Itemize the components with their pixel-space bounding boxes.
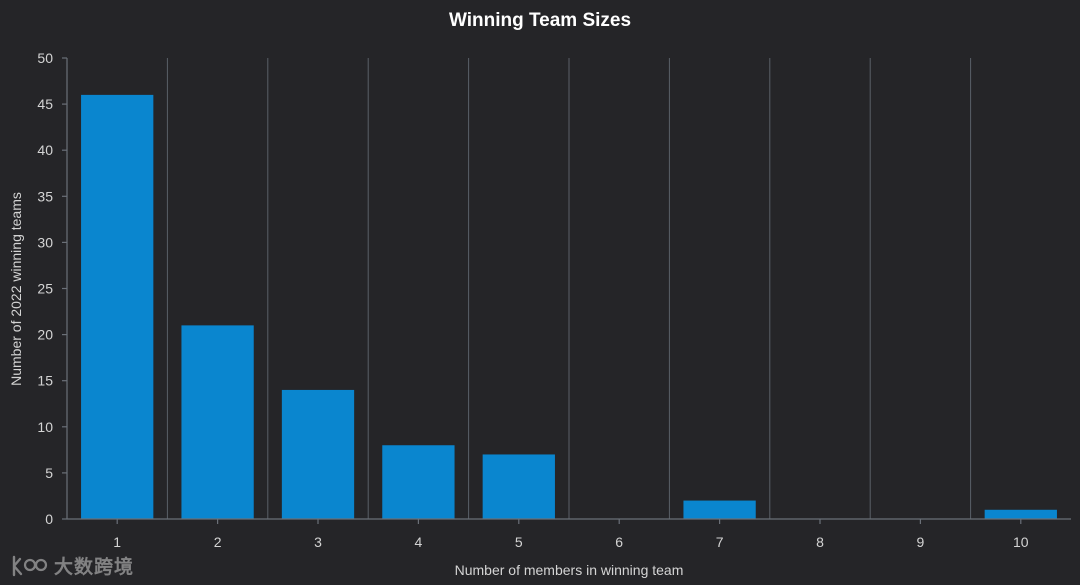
y-tick-label: 40	[37, 142, 53, 158]
watermark-logo-icon	[12, 555, 48, 576]
chart-title: Winning Team Sizes	[449, 10, 631, 31]
bar-1[interactable]	[81, 94, 154, 519]
y-tick-label: 15	[37, 373, 53, 389]
x-tick-label: 7	[716, 534, 724, 550]
bar-7[interactable]	[683, 500, 756, 519]
watermark: 大数跨境	[10, 552, 134, 579]
x-tick-label: 9	[917, 534, 925, 550]
x-tick-label: 10	[1013, 534, 1029, 550]
x-tick-label: 1	[113, 534, 121, 550]
bar-3[interactable]	[281, 389, 355, 519]
bar-4[interactable]	[382, 445, 455, 519]
bar-layer	[81, 94, 1057, 519]
x-tick-label: 5	[515, 534, 523, 550]
y-tick-label: 25	[37, 281, 53, 297]
x-tick-label: 3	[314, 534, 322, 550]
x-tick-label: 2	[214, 534, 222, 550]
y-tick-label: 30	[37, 234, 53, 250]
bar-10[interactable]	[984, 509, 1057, 519]
x-tick-label: 6	[615, 534, 623, 550]
y-tick-label: 20	[37, 327, 53, 343]
grid-layer	[166, 58, 972, 519]
y-axis-label: Number of 2022 winning teams	[8, 192, 24, 386]
x-tick-label: 4	[415, 534, 423, 550]
x-axis-label: Number of members in winning team	[455, 562, 684, 578]
y-tick-label: 10	[37, 419, 53, 435]
y-tick-label: 35	[37, 188, 53, 204]
y-tick-label: 5	[45, 465, 53, 481]
bar-5[interactable]	[482, 454, 555, 519]
y-tick-label: 50	[37, 50, 53, 66]
y-tick-label: 45	[37, 96, 53, 112]
x-tick-label: 8	[816, 534, 824, 550]
bar-2[interactable]	[181, 325, 254, 519]
watermark-text: 大数跨境	[54, 557, 135, 578]
y-tick-label: 0	[45, 511, 53, 527]
